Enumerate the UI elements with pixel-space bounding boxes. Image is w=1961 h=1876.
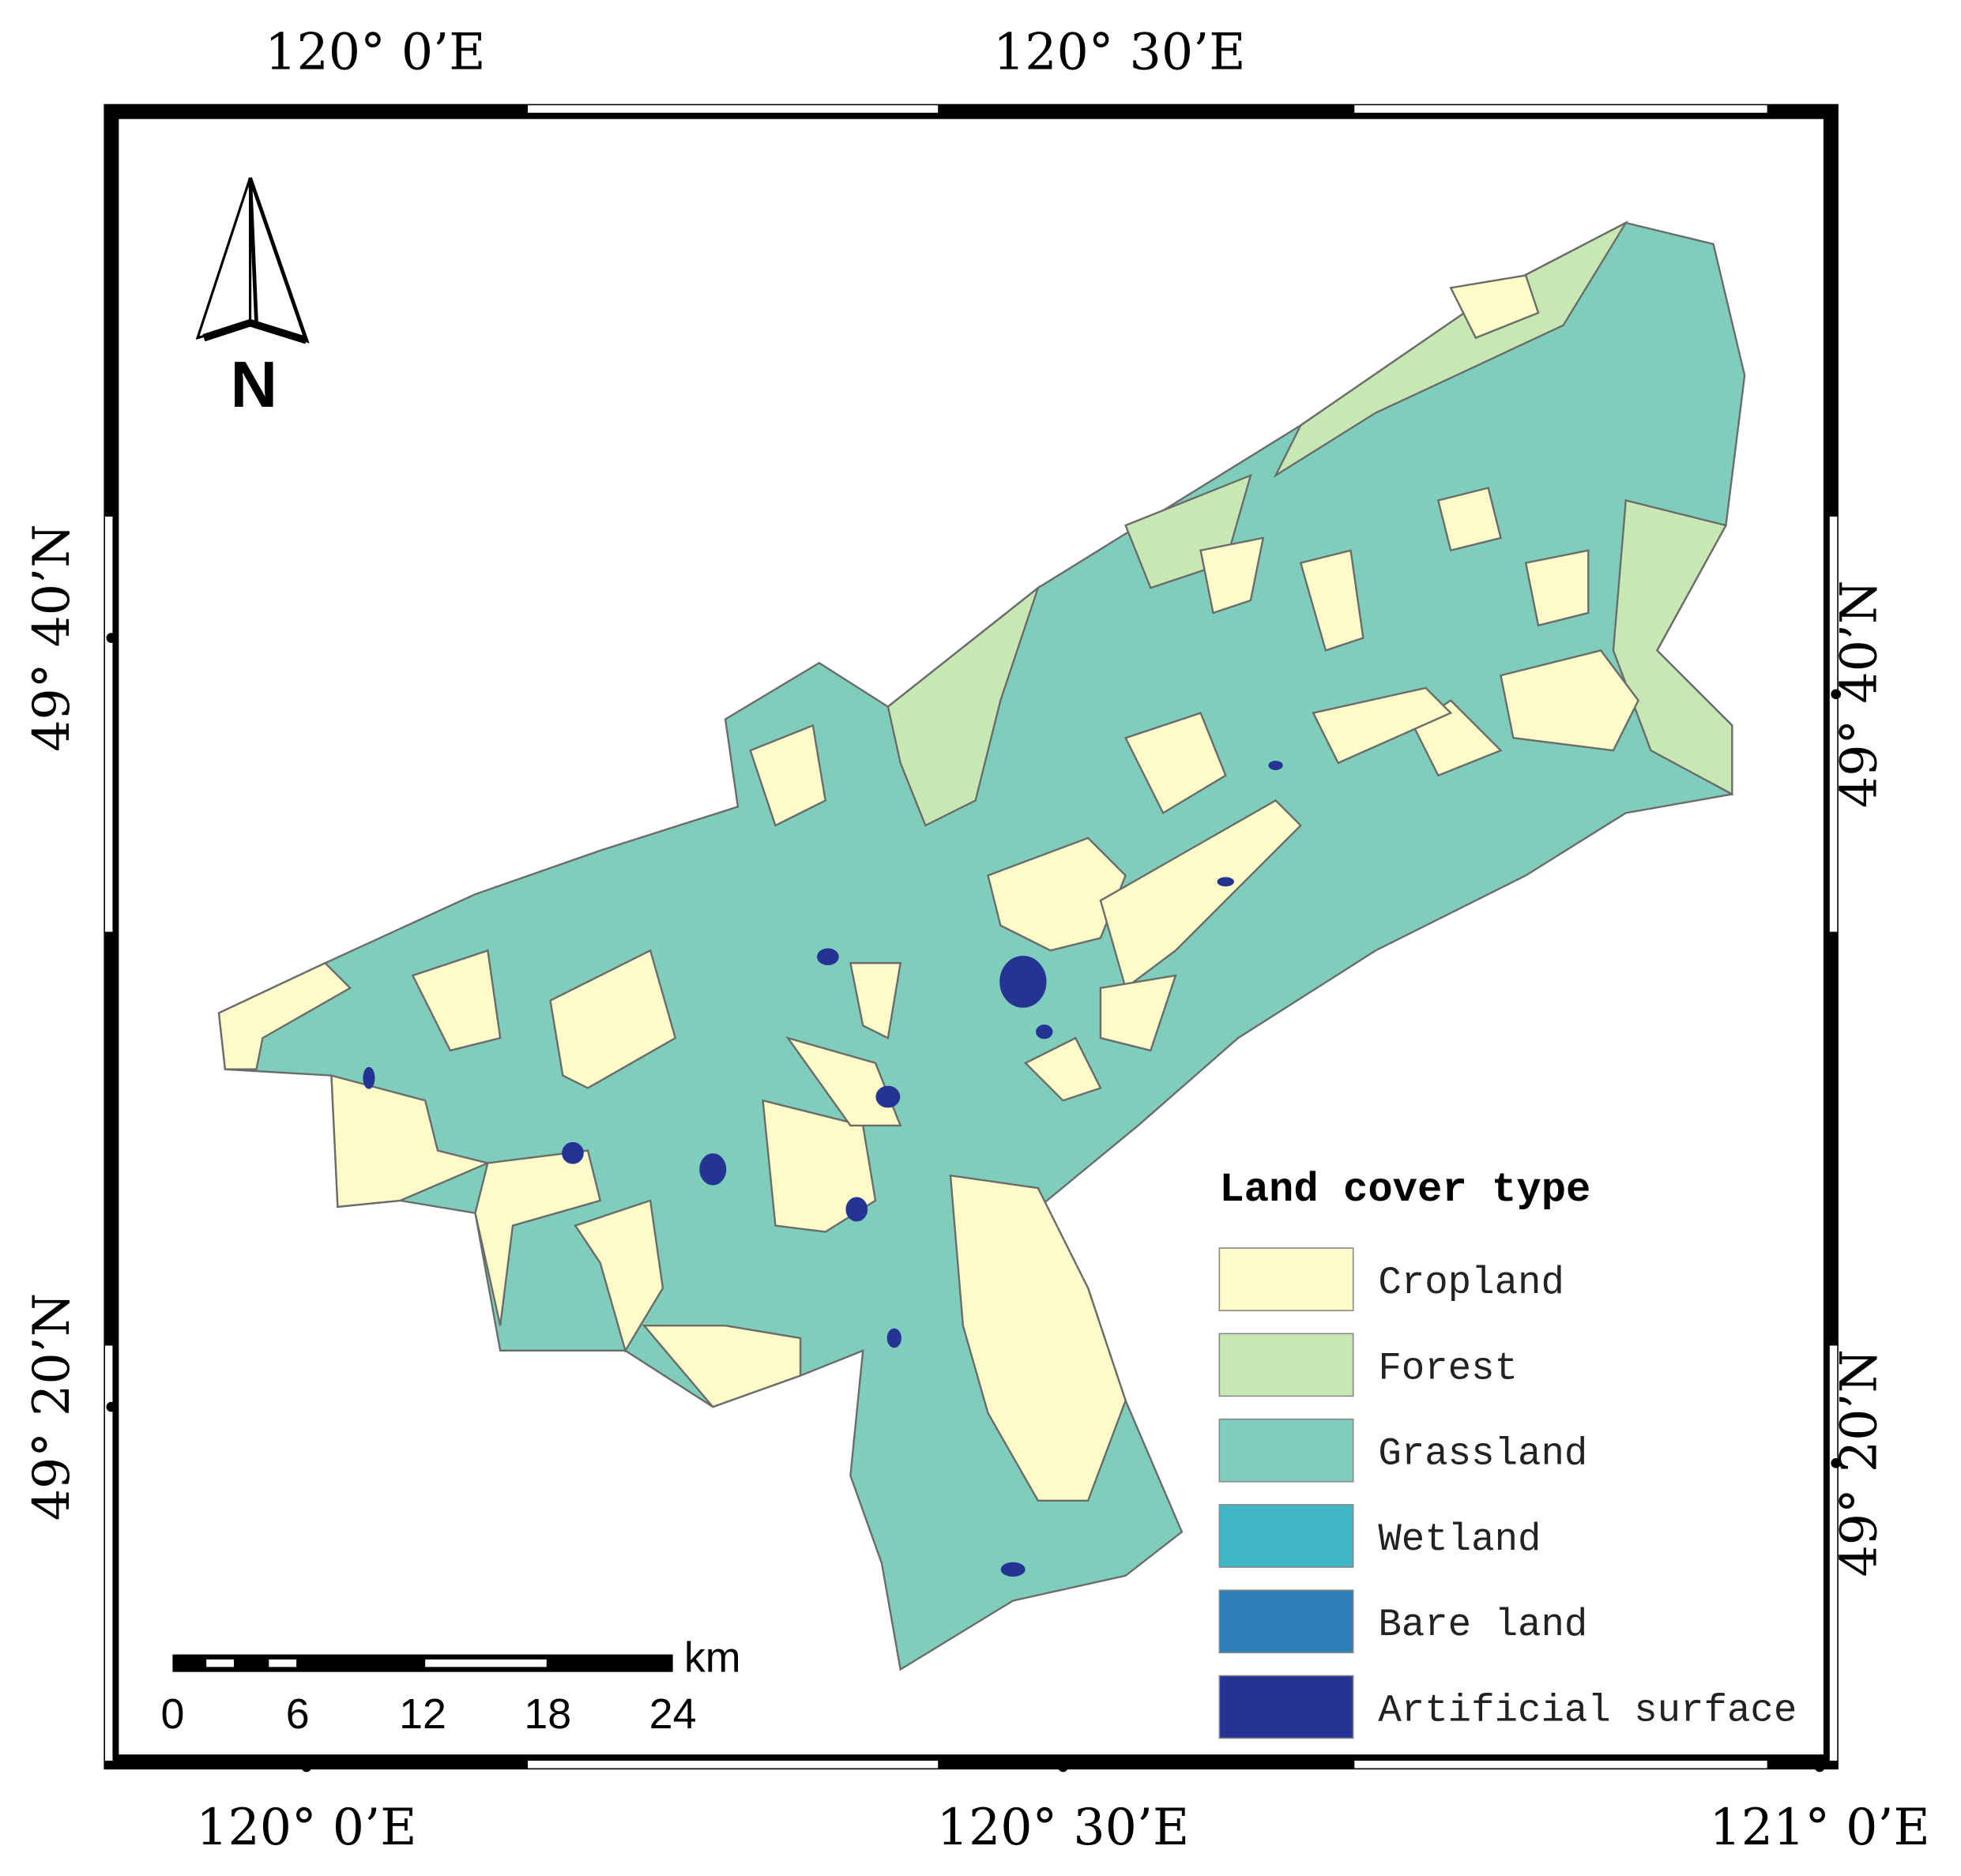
scale-label: 18 (524, 1690, 571, 1738)
bottom-label: 120° 30’E (937, 1798, 1189, 1856)
scale-label: 0 (160, 1690, 184, 1738)
right-label: 49° 20’N (1829, 1349, 1888, 1577)
legend-swatch (1218, 1333, 1354, 1397)
artificial-patches (363, 761, 1283, 1577)
graticule-dots (106, 106, 1842, 1773)
legend-label: Bare land (1378, 1603, 1587, 1647)
legend-label: Grassland (1378, 1432, 1587, 1476)
legend-title: Land cover type (1219, 1167, 1590, 1213)
legend-swatch (1218, 1589, 1354, 1654)
legend-label: Wetland (1378, 1517, 1541, 1562)
legend-swatch (1218, 1504, 1354, 1568)
scale-label: 6 (286, 1690, 310, 1738)
scale-bar: km 0 6 12 18 24 (160, 1634, 740, 1738)
top-label: 120° 0’E (265, 22, 485, 81)
north-arrow: N (195, 177, 310, 421)
scale-unit: km (684, 1634, 741, 1682)
legend-label: Artificial surface (1378, 1688, 1797, 1732)
legend-swatch (1218, 1418, 1354, 1483)
north-label: N (231, 348, 277, 421)
left-label: 49° 40’N (22, 524, 81, 751)
legend: Land cover type Cropland Forest Grassland W… (1218, 1167, 1797, 1739)
left-label: 49° 20’N (22, 1293, 81, 1521)
top-label: 120° 30’E (993, 22, 1245, 81)
legend-label: Forest (1378, 1346, 1518, 1390)
bottom-label: 120° 0’E (196, 1798, 416, 1856)
legend-swatch (1218, 1247, 1354, 1311)
frame-ticks (104, 105, 1838, 1769)
bottom-label: 121° 0’E (1710, 1798, 1930, 1856)
scale-label: 24 (649, 1690, 697, 1738)
legend-swatch (1218, 1675, 1354, 1739)
right-label: 49° 40’N (1829, 581, 1888, 808)
land-cover (217, 220, 1746, 1671)
scale-label: 12 (399, 1690, 446, 1738)
legend-label: Cropland (1378, 1261, 1564, 1305)
map-frame (104, 103, 1839, 1770)
cropland-patches (217, 274, 1639, 1502)
